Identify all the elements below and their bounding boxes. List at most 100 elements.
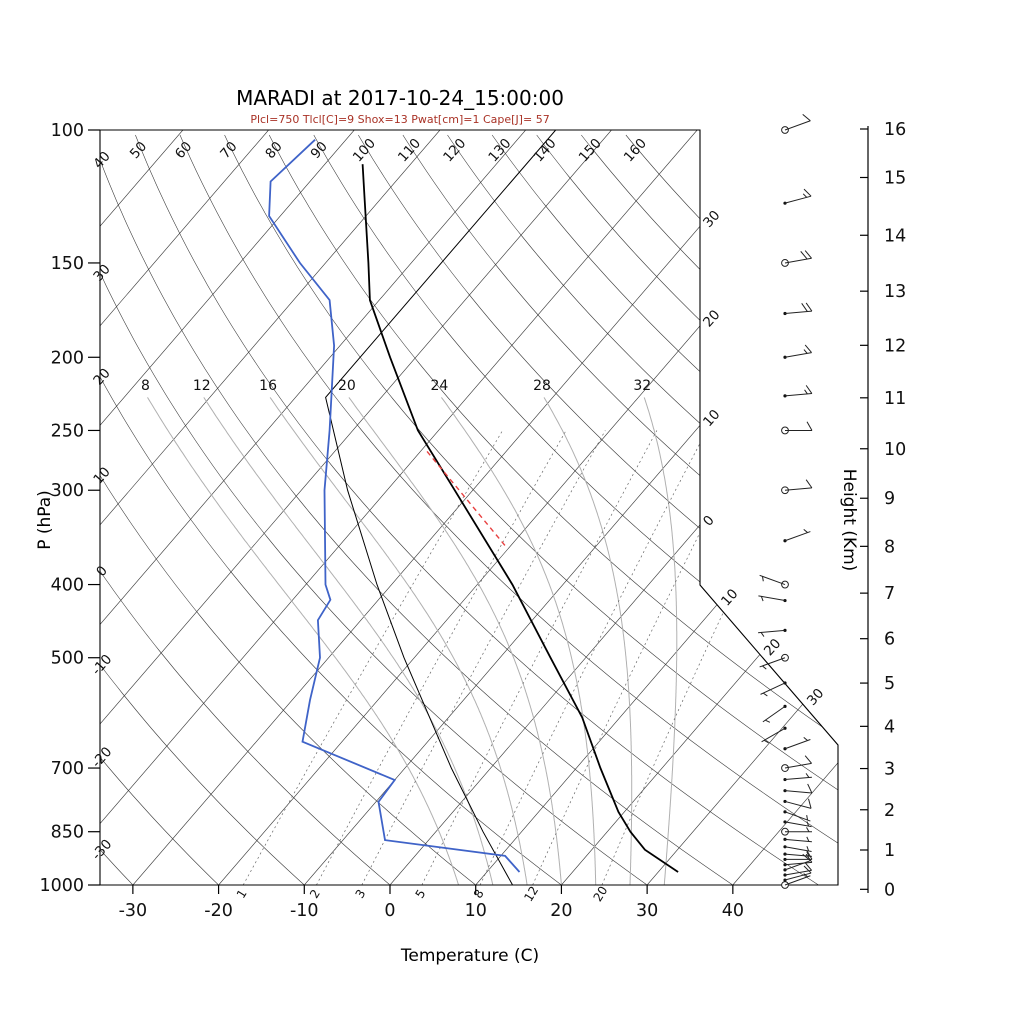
station-circle — [781, 653, 789, 662]
dry-adiabat-label-left: -10 — [89, 651, 116, 678]
wind-barb — [783, 820, 812, 828]
mixing-ratio-label: 5 — [413, 887, 429, 901]
height-tick-label: 4 — [884, 717, 895, 737]
barb-half — [761, 576, 764, 582]
barb-half — [763, 739, 769, 744]
isotherm-label-right: 20 — [700, 307, 723, 330]
wind-barb — [783, 528, 811, 543]
moist-adiabat-lines — [147, 397, 678, 885]
mixing-ratio-label: 8 — [471, 887, 487, 901]
isotherm — [389, 130, 838, 885]
dry-adiabat-lines — [100, 134, 838, 885]
moist-adiabat-label: 16 — [259, 378, 277, 394]
wind-barb — [760, 681, 787, 697]
barb-full — [804, 250, 812, 259]
barb-staff — [784, 487, 812, 491]
wind-barb — [783, 344, 812, 359]
height-tick-label: 6 — [884, 630, 895, 650]
dry-adiabat — [179, 134, 838, 885]
isotherm — [100, 130, 184, 885]
barb-full — [804, 755, 812, 764]
dry-adiabat-label-top: 90 — [308, 139, 331, 162]
barb-staff — [784, 762, 812, 769]
isotherm — [100, 130, 612, 885]
dry-adiabat-label-left: -20 — [89, 744, 116, 771]
moist-adiabat — [269, 397, 528, 885]
wind-barb — [783, 810, 811, 822]
wind-barb — [781, 873, 811, 889]
barb-half — [762, 665, 767, 670]
dry-adiabat-label-left: 40 — [90, 148, 113, 171]
wind-barb — [783, 798, 812, 809]
isotherm-label-right: 30 — [700, 207, 723, 230]
temperature-tick-label: 0 — [384, 901, 395, 921]
dry-adiabat — [313, 134, 838, 885]
dry-adiabat-label-left: 10 — [90, 464, 113, 487]
moist-adiabat — [643, 397, 678, 885]
barb-staff — [784, 776, 812, 781]
barb-staff — [759, 657, 786, 668]
barb-half — [803, 528, 808, 533]
isotherm — [218, 130, 838, 885]
dry-adiabat-label-top: 140 — [531, 135, 560, 165]
barb-half — [806, 836, 810, 842]
wind-barb — [783, 773, 812, 782]
barb-staff — [758, 595, 786, 602]
isotherm-lines — [100, 130, 838, 885]
barb-full — [803, 188, 812, 197]
barb-staff — [784, 853, 812, 857]
wind-barb — [781, 479, 813, 495]
mixing-ratio-line — [421, 430, 658, 885]
isotherm-label-diagonal: 10 — [718, 586, 741, 609]
isotherm-label-right: 0 — [700, 513, 718, 530]
height-tick-label: 12 — [884, 336, 906, 356]
isotherm — [100, 130, 355, 885]
wind-barb — [761, 726, 787, 744]
barb-full — [805, 302, 813, 312]
dry-adiabat-label-top: 150 — [576, 135, 605, 165]
barb-staff — [784, 310, 812, 314]
pressure-tick-label: 300 — [51, 481, 84, 501]
barb-half — [806, 821, 810, 827]
wind-barb — [783, 850, 813, 862]
wind-barb — [781, 827, 812, 836]
wind-barb — [783, 836, 812, 843]
mixing-ratio-line — [242, 430, 503, 885]
temperature-tick-label: 30 — [636, 901, 658, 921]
barb-staff — [784, 257, 812, 264]
temperature-curve — [361, 164, 679, 873]
dry-adiabat-label-top: 60 — [172, 139, 195, 162]
mixing-ratio-line — [316, 430, 567, 885]
barb-full — [808, 798, 812, 809]
height-tick-label: 13 — [884, 282, 906, 302]
wind-barb — [783, 845, 812, 852]
barb-staff — [784, 531, 811, 542]
grid-labels: 50 60 70 80 90 100 110 120 130 140 150 160403020100… — [89, 135, 828, 904]
dry-adiabat — [358, 134, 838, 885]
height-axis-label: Height (Km) — [839, 468, 859, 572]
isotherm — [100, 130, 526, 885]
parcel-path — [424, 449, 506, 546]
mixing-ratio-label: 2 — [307, 887, 323, 901]
barb-full — [805, 479, 813, 489]
temperature-tick-label: -30 — [119, 901, 148, 921]
moist-adiabat — [348, 397, 562, 885]
reference-curve — [325, 130, 557, 885]
barb-staff — [760, 682, 786, 695]
isotherm — [646, 130, 838, 885]
barb-staff — [784, 739, 811, 750]
wind-barb — [762, 704, 787, 723]
wind-barb — [783, 188, 812, 205]
pressure-tick-label: 1000 — [39, 876, 84, 896]
pressure-axis: 100 150 200 250 300 400 500 700 850 1000 — [39, 121, 100, 896]
pressure-tick-label: 500 — [51, 649, 84, 669]
barb-staff — [784, 872, 812, 881]
dry-adiabat-label-left: 0 — [93, 563, 111, 580]
moist-adiabat — [203, 397, 494, 885]
barb-half — [762, 692, 768, 697]
dry-adiabat-label-top: 130 — [485, 135, 514, 165]
moist-adiabat-label: 32 — [633, 378, 651, 394]
height-tick-label: 3 — [884, 760, 895, 780]
dry-adiabat-label-top: 160 — [621, 135, 650, 165]
